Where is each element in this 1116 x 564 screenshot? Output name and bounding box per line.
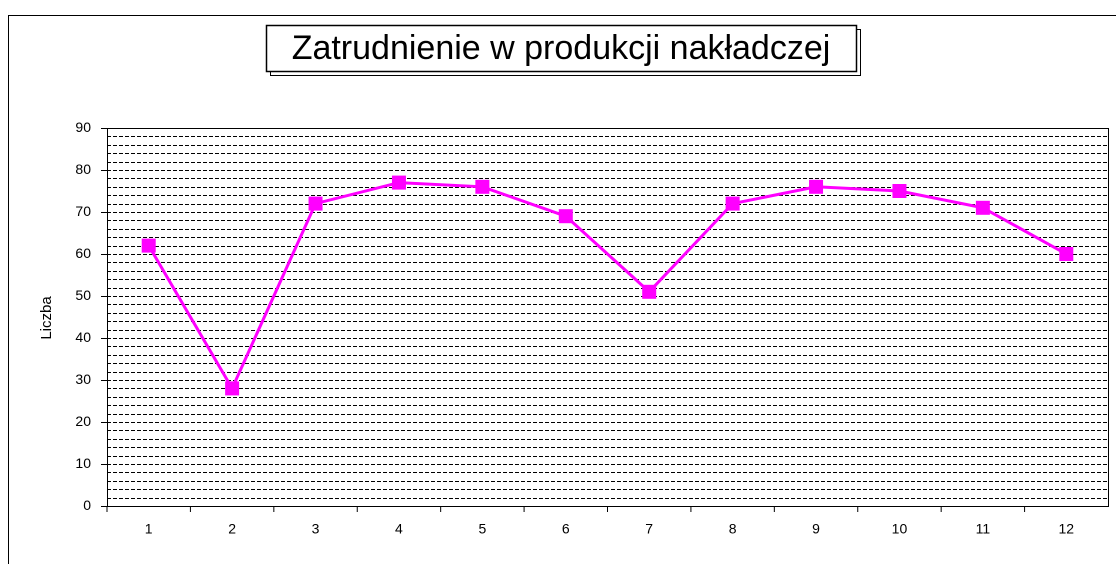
point-marker [141,238,156,253]
y-tick-label: 90 [75,119,91,135]
x-tick-label: 6 [562,521,570,537]
title-box [265,24,858,73]
point-marker [975,200,990,215]
y-tick-label: 80 [75,161,91,177]
x-tick-label: 9 [812,521,820,537]
y-tick-label: 30 [75,371,91,387]
x-tick-label: 4 [395,521,403,537]
point-marker [225,381,240,396]
point-marker [725,196,740,211]
point-marker [558,209,573,224]
y-tick-label: 50 [75,287,91,303]
point-marker [308,196,323,211]
y-tick-label: 40 [75,329,91,345]
y-tick-label: 0 [83,497,91,513]
point-marker [475,179,490,194]
x-tick-label: 2 [228,521,236,537]
y-tick-label: 10 [75,455,91,471]
y-axis-label: Liczba [38,296,55,340]
point-marker [892,184,907,198]
x-tick-label: 3 [312,521,320,537]
x-tick-label: 8 [729,521,737,537]
x-tick-label: 5 [478,521,486,537]
x-tick-label: 12 [1059,521,1075,537]
point-marker [1059,247,1074,261]
y-tick-label: 20 [75,413,91,429]
y-tick-label: 60 [75,245,91,261]
series-line [147,181,1068,392]
x-tick-label: 7 [645,521,653,537]
y-tick-label: 70 [75,203,91,219]
point-marker [391,175,406,190]
point-marker [642,284,657,299]
x-tick-label: 10 [892,521,908,537]
x-tick-label: 11 [976,521,991,537]
chart-title: Zatrudnienie w produkcji nakładczej [292,29,831,67]
point-marker [809,179,824,194]
x-tick-label: 1 [145,521,153,537]
